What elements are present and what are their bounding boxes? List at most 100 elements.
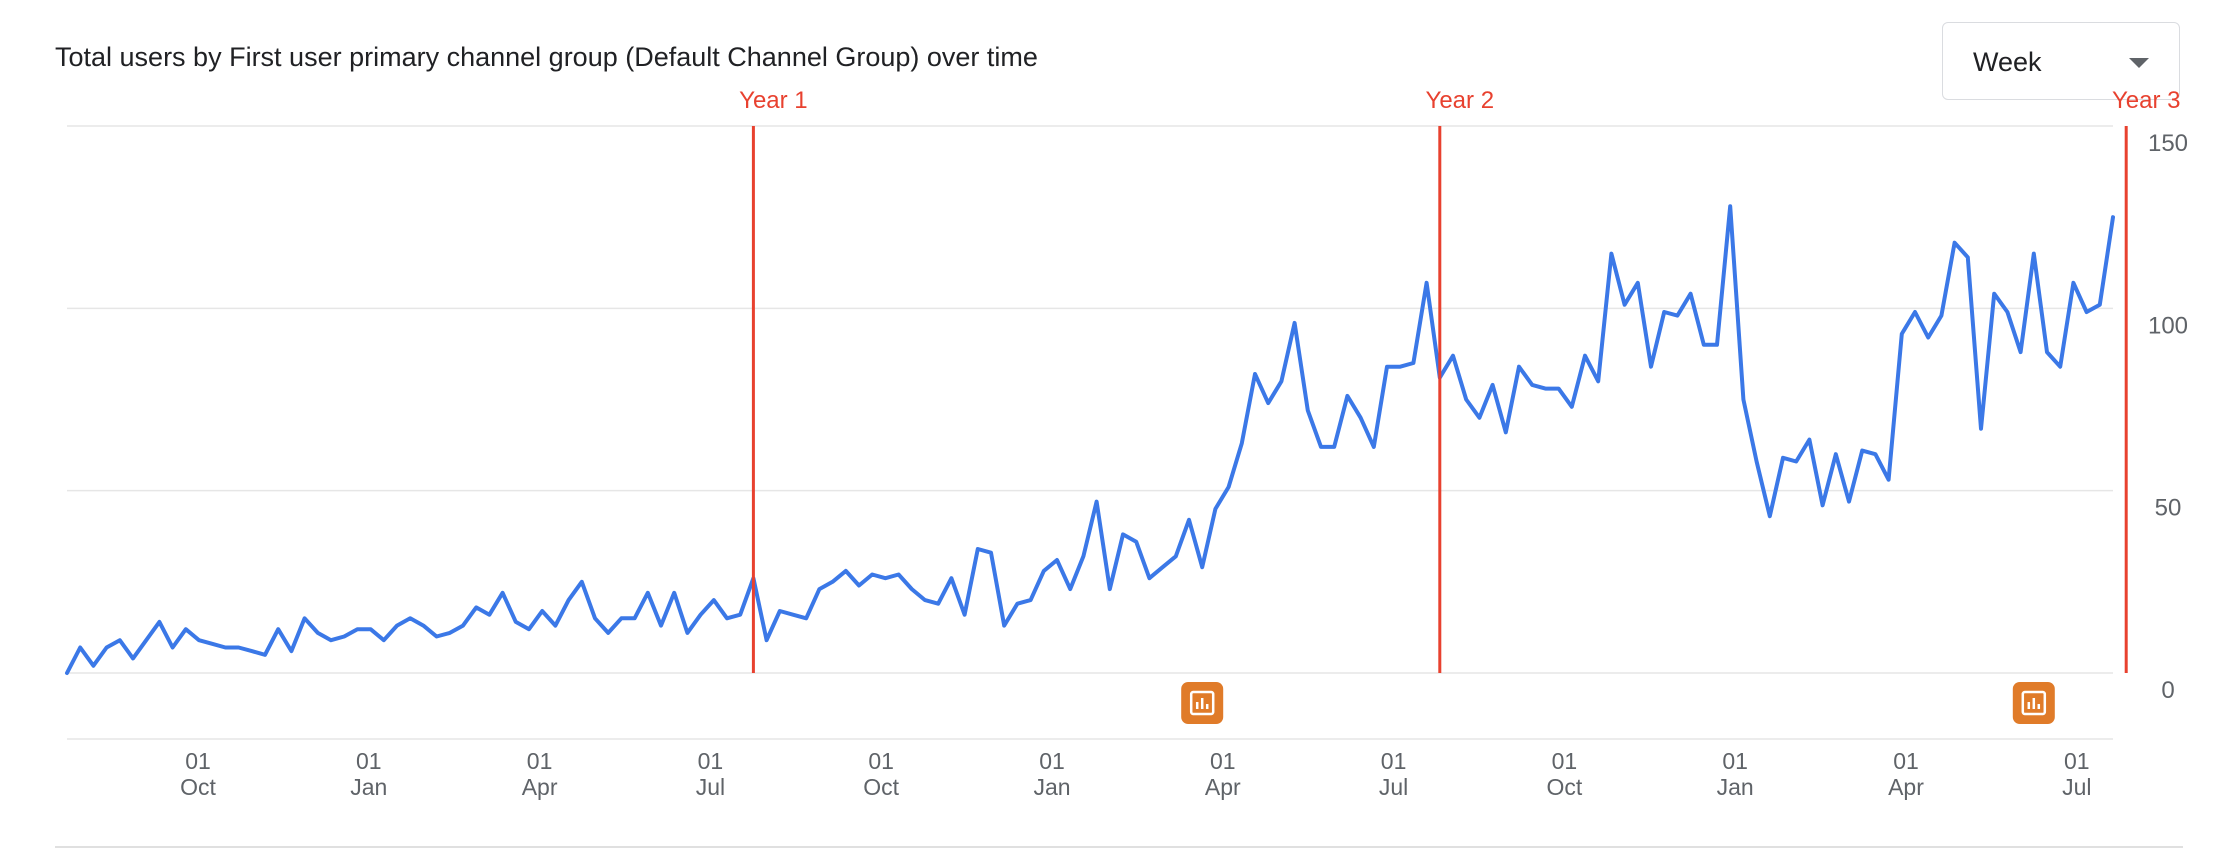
x-tick-day: 01 (527, 748, 553, 774)
data-point (1147, 576, 1151, 580)
annotation-icon[interactable] (2012, 682, 2055, 724)
data-point (1002, 624, 1006, 628)
x-tick-day: 01 (1381, 748, 1407, 774)
data-point (1596, 379, 1600, 383)
data-point (421, 624, 425, 628)
series-line (65, 204, 2115, 675)
data-point (1398, 365, 1402, 369)
data-point (725, 616, 729, 620)
data-point (2111, 215, 2115, 219)
chevron-down-icon (2129, 58, 2149, 68)
data-point (712, 598, 716, 602)
data-point (527, 627, 531, 631)
data-point (1425, 281, 1429, 285)
data-point (1807, 438, 1811, 442)
data-point (778, 609, 782, 613)
data-point (1359, 416, 1363, 420)
data-point (1755, 459, 1759, 463)
data-point (1821, 503, 1825, 507)
data-point (1187, 518, 1191, 522)
data-point (817, 587, 821, 591)
x-tick-day: 01 (356, 748, 382, 774)
data-point (699, 613, 703, 617)
data-point (765, 638, 769, 642)
granularity-dropdown[interactable]: Week (1942, 22, 2180, 100)
data-point (1768, 514, 1772, 518)
data-point (949, 576, 953, 580)
series-layer (65, 204, 2115, 675)
data-point (844, 569, 848, 573)
data-point (633, 616, 637, 620)
data-point (685, 631, 689, 635)
data-point (2098, 303, 2102, 307)
data-point (1029, 598, 1033, 602)
annotations (1181, 682, 2055, 724)
x-axis: 01Oct01Jan01Apr01Jul01Oct01Jan01Apr01Jul… (180, 748, 2091, 800)
x-tick-day: 01 (1722, 748, 1748, 774)
data-point (210, 642, 214, 646)
data-point (2019, 350, 2023, 354)
data-point (738, 613, 742, 617)
data-point (1174, 554, 1178, 558)
data-point (936, 602, 940, 606)
data-point (1543, 387, 1547, 391)
data-point (1649, 365, 1653, 369)
data-point (1227, 485, 1231, 489)
data-point (593, 616, 597, 620)
data-point (197, 638, 201, 642)
data-point (1253, 372, 1257, 376)
x-tick-month: Apr (1888, 774, 1924, 800)
y-axis: 0 50 100 150 (2148, 130, 2188, 704)
year-marker-label: Year 2 (1426, 87, 1495, 114)
data-point (237, 645, 241, 649)
y-tick-label: 0 (2161, 677, 2174, 704)
y-tick-label: 100 (2148, 312, 2188, 339)
data-point (1451, 354, 1455, 358)
x-tick-month: Oct (180, 774, 216, 800)
data-point (501, 591, 505, 595)
data-point (91, 664, 95, 668)
x-tick-day: 01 (868, 748, 894, 774)
data-point (1992, 292, 1996, 296)
data-point (672, 591, 676, 595)
y-tick-label: 50 (2155, 495, 2182, 522)
data-point (78, 645, 82, 649)
data-point (2032, 252, 2036, 256)
bottom-divider (55, 846, 2183, 848)
x-tick-month: Oct (1547, 774, 1583, 800)
data-point (1504, 430, 1508, 434)
data-point (1411, 361, 1415, 365)
data-point (474, 605, 478, 609)
data-point (382, 638, 386, 642)
x-tick-day: 01 (1210, 748, 1236, 774)
data-point (435, 635, 439, 639)
data-point (369, 627, 373, 631)
data-point (1200, 565, 1204, 569)
year-marker-label: Year 1 (739, 87, 808, 114)
data-point (1042, 569, 1046, 573)
data-point (1530, 383, 1534, 387)
year-markers: Year 1 Year 2 Year 3 (739, 87, 2180, 673)
data-point (1675, 314, 1679, 318)
data-point (131, 656, 135, 660)
x-tick-day: 01 (1893, 748, 1919, 774)
data-point (487, 613, 491, 617)
data-point (1939, 314, 1943, 318)
data-point (514, 620, 518, 624)
annotation-icon[interactable] (1181, 682, 1224, 724)
data-point (989, 551, 993, 555)
x-tick-month: Oct (863, 774, 899, 800)
data-point (1583, 354, 1587, 358)
data-point (1306, 408, 1310, 412)
data-point (1860, 449, 1864, 453)
data-point (395, 624, 399, 628)
data-point (606, 631, 610, 635)
data-point (1636, 281, 1640, 285)
data-point (342, 635, 346, 639)
data-point (1266, 401, 1270, 405)
data-point (1570, 405, 1574, 409)
x-tick-month: Jul (696, 774, 725, 800)
data-point (1068, 587, 1072, 591)
data-point (1240, 441, 1244, 445)
